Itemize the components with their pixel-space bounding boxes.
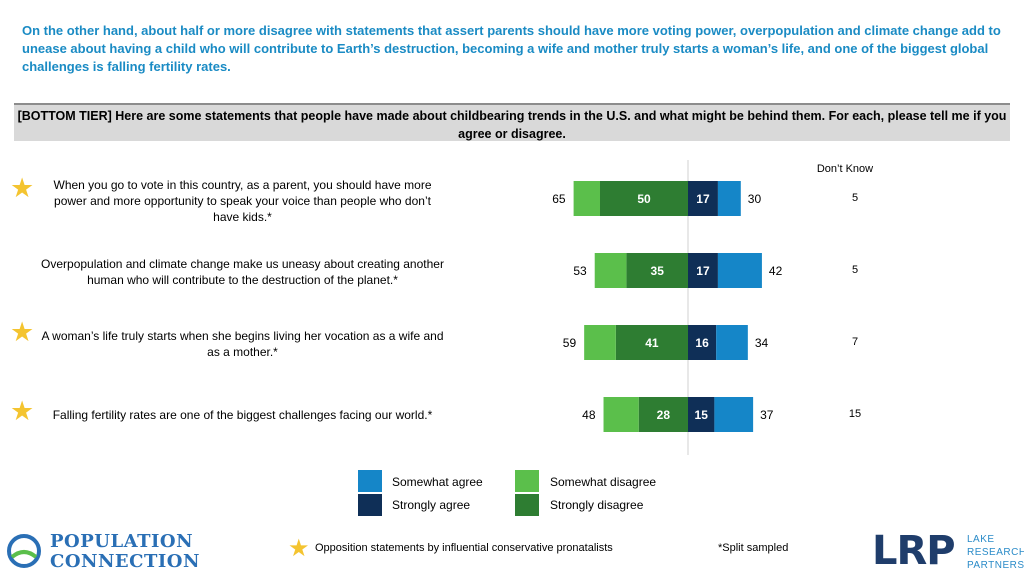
legend-swatch-strongly-agree	[358, 494, 382, 516]
label-total-agree: 42	[769, 264, 783, 278]
logo-text: POPULATION	[50, 531, 194, 552]
label-strongly-agree: 15	[695, 408, 709, 422]
label-total-disagree: 48	[582, 408, 596, 422]
label-total-agree: 30	[748, 192, 762, 206]
star-icon: ★	[288, 535, 310, 562]
slide-title: On the other hand, about half or more di…	[22, 23, 1001, 74]
label-strongly-agree: 17	[696, 192, 710, 206]
label-strongly-disagree: 35	[651, 264, 665, 278]
bar-somewhat-agree	[714, 397, 754, 432]
statement-label: Falling fertility rates are one of the b…	[52, 408, 433, 422]
bar-somewhat-disagree	[584, 325, 616, 360]
statement-label: Overpopulation and climate change make u…	[41, 257, 444, 287]
label-strongly-agree: 17	[696, 264, 710, 278]
dont-know-value: 15	[848, 408, 862, 420]
label-total-disagree: 53	[573, 264, 587, 278]
label-total-disagree: 59	[563, 336, 577, 350]
dont-know-header: Don’t Know	[816, 163, 874, 175]
label-strongly-agree: 16	[695, 336, 709, 350]
label-total-disagree: 65	[552, 192, 566, 206]
legend-label-strongly-disagree: Strongly disagree	[550, 498, 644, 512]
label-strongly-disagree: 50	[637, 192, 651, 206]
bar-somewhat-disagree	[573, 181, 600, 216]
logo-text: LAKE	[967, 534, 995, 545]
dont-know-value: 7	[851, 336, 859, 348]
star-icon: ★	[10, 317, 35, 347]
bar-strongly-agree	[688, 253, 718, 288]
legend-label-somewhat-agree: Somewhat agree	[392, 475, 483, 489]
bar-somewhat-agree	[717, 181, 741, 216]
statement-label: A woman’s life truly starts when she beg…	[41, 329, 444, 359]
label-strongly-disagree: 28	[657, 408, 671, 422]
bar-somewhat-disagree	[603, 397, 639, 432]
star-icon: ★	[10, 396, 35, 426]
label-total-agree: 37	[760, 408, 774, 422]
star-icon: ★	[10, 173, 35, 203]
logo-text: CONNECTION	[50, 551, 200, 572]
bar-somewhat-agree	[717, 253, 762, 288]
star-footnote: Opposition statements by influential con…	[315, 542, 613, 554]
lrp-logo: LRP	[872, 528, 956, 574]
population-connection-logo: POPULATION CONNECTION	[6, 531, 199, 573]
bar-somewhat-agree	[716, 325, 748, 360]
logo-text: RESEARCH	[967, 547, 1024, 558]
legend-swatch-somewhat-disagree	[515, 470, 539, 492]
bar-strongly-agree	[688, 397, 715, 432]
legend-label-strongly-agree: Strongly agree	[392, 498, 471, 512]
logo-text: PARTNERS	[967, 560, 1024, 571]
bar-strongly-disagree	[615, 325, 688, 360]
bar-strongly-disagree	[626, 253, 688, 288]
legend-label-somewhat-disagree: Somewhat disagree	[550, 475, 657, 489]
label-strongly-disagree: 41	[645, 336, 659, 350]
bar-strongly-disagree	[600, 181, 688, 216]
bar-strongly-disagree	[638, 397, 688, 432]
split-sample-note: *Split sampled	[718, 542, 789, 554]
bar-somewhat-disagree	[594, 253, 627, 288]
bar-strongly-agree	[688, 325, 717, 360]
label-total-agree: 34	[755, 336, 769, 350]
globe-icon	[7, 534, 41, 568]
statement-label: When you go to vote in this country, as …	[53, 178, 432, 224]
legend-swatch-somewhat-agree	[358, 470, 382, 492]
dont-know-value: 5	[851, 192, 859, 204]
legend-swatch-strongly-disagree	[515, 494, 539, 516]
dont-know-value: 5	[851, 264, 859, 276]
bar-strongly-agree	[688, 181, 718, 216]
question-text: [BOTTOM TIER] Here are some statements t…	[14, 103, 1010, 141]
lrp-logo-subtext: LAKE RESEARCH PARTNERS	[967, 533, 1024, 572]
